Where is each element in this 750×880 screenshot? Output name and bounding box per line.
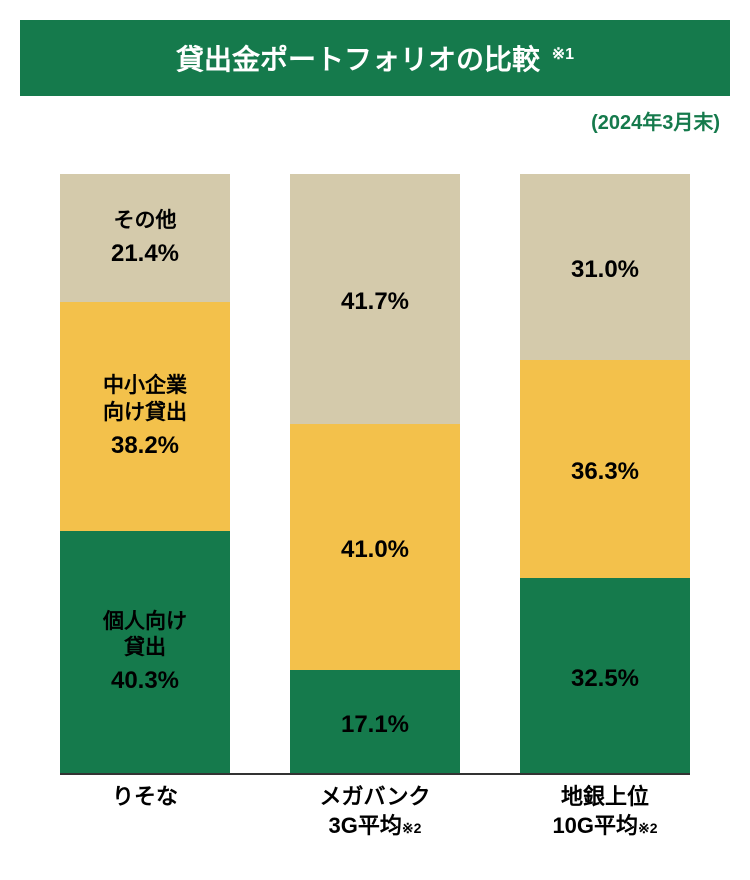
bar-column: 41.7% 41.0% 17.1% — [290, 174, 460, 773]
segment-value: 41.0% — [341, 536, 409, 564]
bar-segment-other: 31.0% — [520, 174, 690, 360]
x-axis-label: 地銀上位10G平均※2 — [520, 783, 690, 840]
bar-column: その他 21.4% 中小企業向け貸出 38.2% 個人向け貸出 40.3% — [60, 174, 230, 773]
segment-label: その他 — [114, 208, 177, 234]
bar-segment-personal: 個人向け貸出 40.3% — [60, 531, 230, 773]
bar-segment-sme: 36.3% — [520, 360, 690, 578]
date-note: (2024年3月末) — [20, 106, 730, 135]
bar-segment-other: その他 21.4% — [60, 174, 230, 302]
chart-title-bar: 貸出金ポートフォリオの比較 ※1 — [20, 20, 730, 96]
segment-value: 38.2% — [111, 432, 179, 460]
chart-title-sup: ※1 — [552, 46, 574, 63]
bar-column: 31.0% 36.3% 32.5% — [520, 174, 690, 773]
bar-segment-personal: 32.5% — [520, 578, 690, 773]
x-axis-label: メガバンク3G平均※2 — [290, 783, 460, 840]
x-axis-labels: りそな メガバンク3G平均※2 地銀上位10G平均※2 — [60, 783, 690, 840]
bar-segment-personal: 17.1% — [290, 670, 460, 773]
segment-value: 41.7% — [341, 288, 409, 316]
bar-segment-other: 41.7% — [290, 174, 460, 424]
segment-value: 40.3% — [111, 667, 179, 695]
segment-label: 個人向け貸出 — [103, 609, 187, 662]
segment-value: 31.0% — [571, 256, 639, 284]
segment-value: 21.4% — [111, 240, 179, 268]
x-axis-label: りそな — [60, 783, 230, 840]
segment-label: 中小企業向け貸出 — [103, 373, 187, 426]
segment-value: 17.1% — [341, 711, 409, 739]
bar-segment-sme: 41.0% — [290, 424, 460, 670]
segment-value: 32.5% — [571, 665, 639, 693]
bar-segment-sme: 中小企業向け貸出 38.2% — [60, 302, 230, 531]
chart-title: 貸出金ポートフォリオの比較 — [176, 44, 540, 75]
segment-value: 36.3% — [571, 458, 639, 486]
chart-area: その他21.4%中小企業向け貸出38.2%個人向け貸出40.3%41.7%41.… — [60, 155, 690, 775]
